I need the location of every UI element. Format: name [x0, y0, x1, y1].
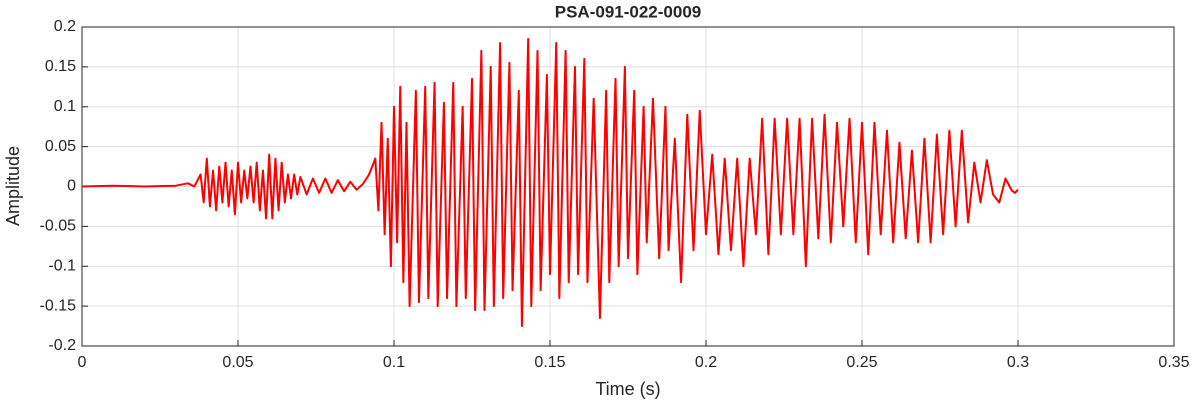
x-tick-label: 0: [78, 354, 87, 371]
x-tick-label: 0.1: [383, 354, 405, 371]
x-axis-label: Time (s): [595, 379, 660, 399]
y-tick-label: 0.2: [54, 18, 76, 35]
x-tick-label: 0.15: [534, 354, 565, 371]
x-tick-label: 0.2: [695, 354, 717, 371]
waveform-line: [81, 37, 1019, 328]
x-tick-label: 0.35: [1158, 354, 1189, 371]
y-axis-label: Amplitude: [3, 146, 23, 226]
chart-title: PSA-091-022-0009: [555, 2, 701, 21]
y-tick-label: -0.1: [48, 257, 76, 274]
x-tick-label: 0.05: [222, 354, 253, 371]
y-tick-label: -0.05: [40, 218, 77, 235]
y-tick-label: 0.05: [45, 138, 76, 155]
y-tick-label: 0.1: [54, 98, 76, 115]
x-tick-label: 0.3: [1007, 354, 1029, 371]
y-tick-label: 0.15: [45, 58, 76, 75]
x-tick-label: 0.25: [846, 354, 877, 371]
y-tick-label: -0.2: [48, 337, 76, 354]
y-tick-label: -0.15: [40, 297, 77, 314]
y-tick-label: 0: [67, 178, 76, 195]
